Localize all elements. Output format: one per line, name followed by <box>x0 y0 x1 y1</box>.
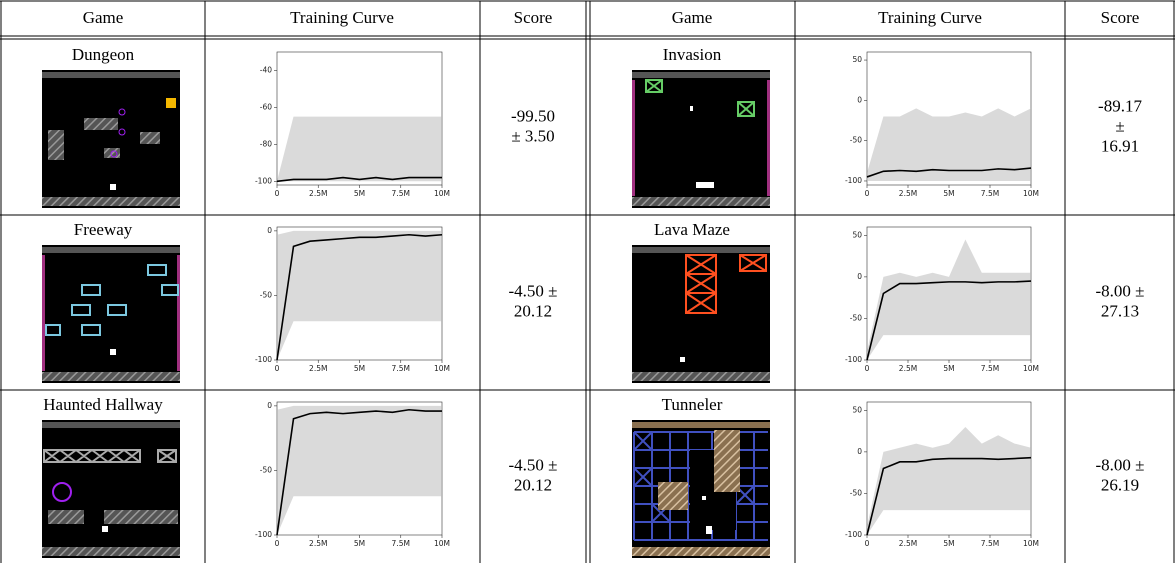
mean-curve <box>866 167 1032 178</box>
y-tick-label: 0 <box>857 272 862 281</box>
x-tick-label: 2.5M <box>899 539 917 548</box>
score: -8.00 ± <box>1096 281 1145 300</box>
mean-curve <box>866 280 1032 361</box>
thumbnail-lava-maze <box>632 245 770 383</box>
column-header: Score <box>514 8 553 27</box>
score: 16.91 <box>1101 136 1139 155</box>
x-tick-label: 10M <box>1023 364 1039 373</box>
thumbnail-invasion <box>632 70 770 208</box>
score: -8.00 ± <box>1096 455 1145 474</box>
x-tick-label: 7.5M <box>981 539 999 548</box>
mean-curve <box>276 233 443 361</box>
x-tick-label: 10M <box>1023 189 1039 198</box>
episode-range <box>867 426 1031 535</box>
thumbnail-haunted-hallway <box>42 420 180 558</box>
x-tick-label: 7.5M <box>392 539 410 548</box>
x-tick-label: 7.5M <box>981 189 999 198</box>
y-tick-label: -100 <box>255 176 272 185</box>
y-tick-label: 50 <box>852 405 862 414</box>
x-tick-label: 0 <box>275 364 280 373</box>
x-tick-label: 5M <box>943 364 954 373</box>
y-tick-label: -40 <box>260 65 272 74</box>
game-name: Dungeon <box>72 45 135 64</box>
x-tick-label: 7.5M <box>392 364 410 373</box>
x-tick-label: 5M <box>943 539 954 548</box>
y-tick-label: 0 <box>267 226 272 235</box>
mean-curve <box>276 408 442 536</box>
score: -4.50 ± <box>509 455 558 474</box>
score: ± <box>1115 116 1124 135</box>
x-tick-label: 5M <box>354 539 365 548</box>
episode-range <box>277 116 442 182</box>
thumbnail-tunneler <box>632 420 770 558</box>
episode-range <box>867 239 1031 360</box>
y-tick-label: -60 <box>260 102 272 111</box>
score: ± 3.50 <box>511 126 554 145</box>
x-tick-label: 0 <box>865 364 870 373</box>
game-name: Tunneler <box>662 395 723 414</box>
y-tick-label: 0 <box>857 95 862 104</box>
y-tick-label: 0 <box>857 447 862 456</box>
x-tick-label: 5M <box>943 189 954 198</box>
y-tick-label: -50 <box>850 488 862 497</box>
column-header: Training Curve <box>290 8 394 27</box>
episode-range <box>277 405 442 535</box>
column-header: Training Curve <box>878 8 982 27</box>
game-name: Invasion <box>663 45 722 64</box>
score: -99.50 <box>511 106 555 125</box>
y-tick-label: -100 <box>255 530 272 539</box>
score: 20.12 <box>514 301 552 320</box>
mean-curve <box>276 176 442 183</box>
mean-curve <box>866 456 1032 536</box>
game-name: Freeway <box>74 220 133 239</box>
y-tick-label: 50 <box>852 55 862 64</box>
column-header: Score <box>1101 8 1140 27</box>
x-tick-label: 10M <box>1023 539 1039 548</box>
column-header: Game <box>672 8 713 27</box>
y-tick-label: 0 <box>267 401 272 410</box>
y-tick-label: -100 <box>845 530 862 539</box>
y-tick-label: -50 <box>260 465 272 474</box>
x-tick-label: 10M <box>434 539 450 548</box>
x-tick-label: 5M <box>354 189 365 198</box>
x-tick-label: 2.5M <box>309 189 327 198</box>
x-tick-label: 0 <box>865 539 870 548</box>
x-tick-label: 5M <box>354 364 365 373</box>
x-tick-label: 2.5M <box>899 189 917 198</box>
x-tick-label: 2.5M <box>899 364 917 373</box>
score: 26.19 <box>1101 475 1139 494</box>
y-tick-label: -50 <box>850 136 862 145</box>
game-name: Haunted Hallway <box>43 395 163 414</box>
score: 27.13 <box>1101 301 1139 320</box>
thumbnail-freeway <box>42 245 180 383</box>
y-tick-label: -50 <box>260 290 272 299</box>
y-tick-label: -50 <box>850 313 862 322</box>
x-tick-label: 2.5M <box>309 364 327 373</box>
x-tick-label: 2.5M <box>309 539 327 548</box>
y-tick-label: -100 <box>255 355 272 364</box>
x-tick-label: 7.5M <box>392 189 410 198</box>
y-tick-label: -100 <box>845 176 862 185</box>
score: 20.12 <box>514 475 552 494</box>
score: -4.50 ± <box>509 281 558 300</box>
x-tick-label: 0 <box>275 539 280 548</box>
y-tick-label: -100 <box>845 355 862 364</box>
game-name: Lava Maze <box>654 220 730 239</box>
thumbnail-dungeon <box>42 70 180 208</box>
x-tick-label: 10M <box>434 364 450 373</box>
x-tick-label: 0 <box>865 189 870 198</box>
y-tick-label: 50 <box>852 230 862 239</box>
episode-range <box>277 230 442 360</box>
column-header: Game <box>83 8 124 27</box>
y-tick-label: -80 <box>260 139 272 148</box>
x-tick-label: 0 <box>275 189 280 198</box>
episode-range <box>867 108 1031 181</box>
x-tick-label: 7.5M <box>981 364 999 373</box>
score: -89.17 <box>1098 96 1142 115</box>
x-tick-label: 10M <box>434 189 450 198</box>
